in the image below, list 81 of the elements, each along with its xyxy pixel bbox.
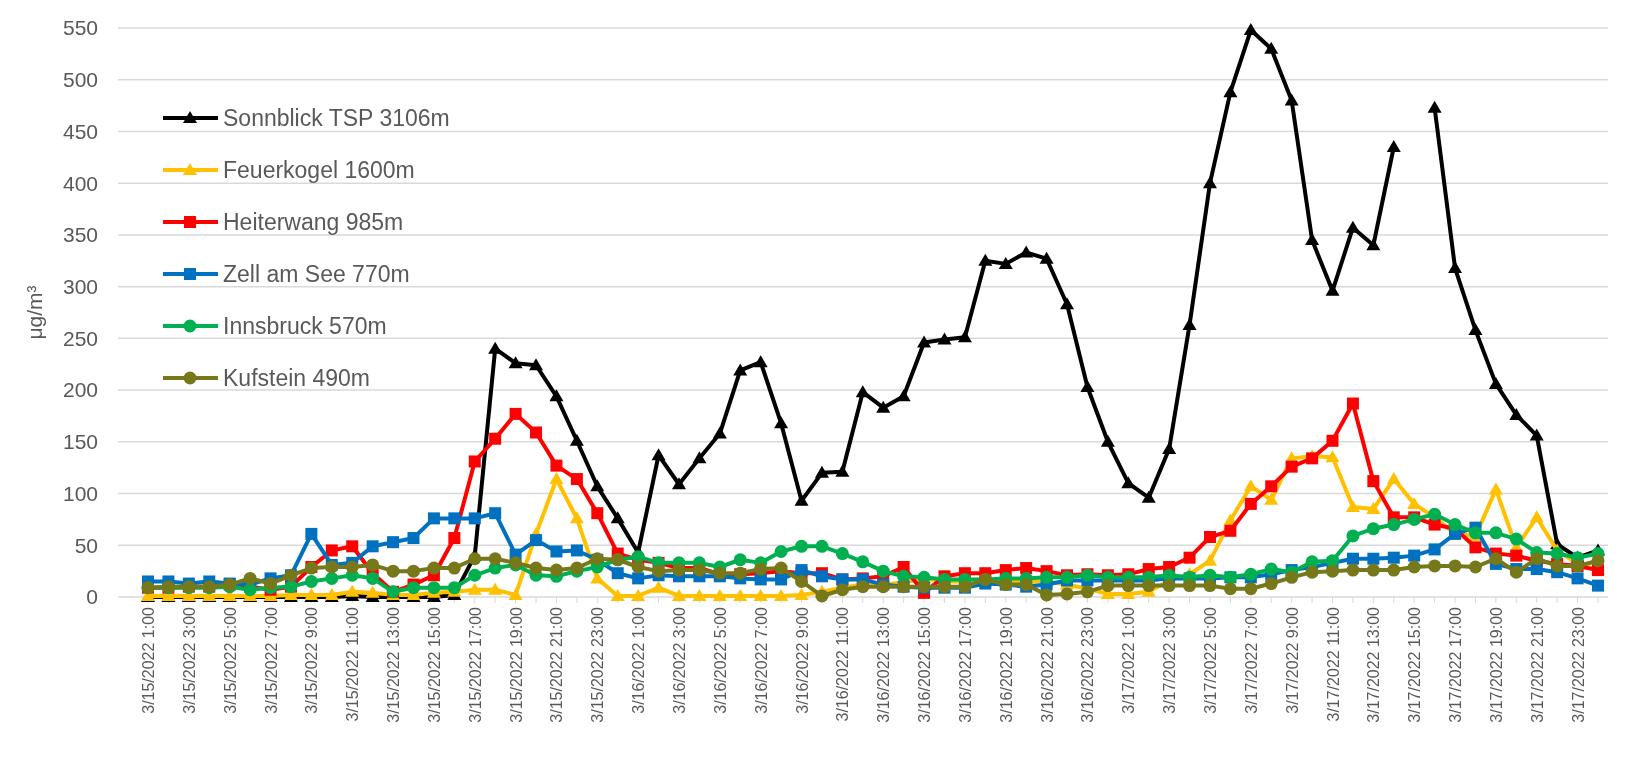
x-tick-label: 3/16/2022 13:00 <box>875 606 893 723</box>
point <box>794 587 809 600</box>
point <box>753 588 768 601</box>
x-tick-label: 3/15/2022 17:00 <box>466 606 484 723</box>
x-tick-label: 3/15/2022 13:00 <box>385 606 403 723</box>
x-tick-label: 3/16/2022 1:00 <box>630 606 648 714</box>
x-tick-label: 3/17/2022 19:00 <box>1487 606 1505 723</box>
x-tick-label: 3/15/2022 3:00 <box>180 606 198 714</box>
x-tick-label: 3/16/2022 21:00 <box>1038 606 1056 723</box>
point <box>1488 482 1503 495</box>
y-tick-label: 550 <box>62 16 98 40</box>
x-tick-label: 3/17/2022 9:00 <box>1283 606 1301 714</box>
x-tick-label: 3/15/2022 5:00 <box>221 606 239 714</box>
point <box>774 588 789 601</box>
point <box>549 472 564 485</box>
legend-label: Heiterwang 985m <box>223 209 404 236</box>
x-tick-label: 3/17/2022 17:00 <box>1447 606 1465 723</box>
point <box>569 511 584 524</box>
x-tick-label: 3/16/2022 15:00 <box>916 606 934 723</box>
x-tick-label: 3/17/2022 13:00 <box>1365 606 1383 723</box>
x-tick-label: 3/17/2022 11:00 <box>1324 606 1342 722</box>
x-tick-label: 3/15/2022 1:00 <box>140 606 157 714</box>
x-tick-label: 3/17/2022 23:00 <box>1569 606 1587 723</box>
y-tick-label: 350 <box>62 223 98 247</box>
x-tick-label: 3/17/2022 1:00 <box>1120 606 1138 714</box>
y-tick-label: 0 <box>86 585 98 609</box>
x-tick-label: 3/17/2022 5:00 <box>1201 606 1219 714</box>
y-tick-label: 500 <box>62 68 98 92</box>
point <box>1386 472 1401 485</box>
point <box>733 588 748 601</box>
x-tick-label: 3/15/2022 19:00 <box>507 606 525 723</box>
x-tick-label: 3/15/2022 11:00 <box>344 606 362 722</box>
legend-label: Sonnblick TSP 3106m <box>223 105 450 132</box>
legend-label: Zell am See 770m <box>223 261 410 288</box>
x-tick-label: 3/15/2022 15:00 <box>425 606 443 723</box>
x-tick-label: 3/16/2022 11:00 <box>834 606 852 722</box>
x-tick-label: 3/15/2022 9:00 <box>303 606 321 714</box>
x-tick-label: 3/16/2022 17:00 <box>956 606 974 723</box>
y-tick-label: 50 <box>74 533 98 557</box>
x-tick-label: 3/16/2022 19:00 <box>997 606 1015 723</box>
x-tick-label: 3/17/2022 3:00 <box>1161 606 1179 714</box>
y-tick-label: 300 <box>62 274 98 298</box>
x-tick-label: 3/15/2022 7:00 <box>262 606 280 714</box>
point <box>1243 479 1258 492</box>
point <box>345 584 360 597</box>
y-tick-label: 250 <box>62 326 98 350</box>
point <box>590 571 605 584</box>
legend-label: Innsbruck 570m <box>223 313 387 340</box>
x-tick-label: 3/16/2022 9:00 <box>793 606 811 714</box>
y-axis-title: μg/m³ <box>23 285 46 340</box>
legend-label: Feuerkogel 1600m <box>223 157 415 184</box>
y-tick-label: 100 <box>62 481 98 505</box>
point <box>651 580 666 593</box>
point <box>692 588 707 601</box>
legend-label: Kufstein 490m <box>223 365 371 392</box>
point <box>1345 499 1360 512</box>
point <box>1264 492 1279 505</box>
point <box>365 585 380 598</box>
x-tick-label: 3/17/2022 7:00 <box>1242 606 1260 714</box>
point <box>467 582 482 595</box>
point <box>508 587 523 600</box>
point <box>1325 450 1340 463</box>
x-tick-label: 3/16/2022 7:00 <box>752 606 770 714</box>
x-tick-label: 3/16/2022 5:00 <box>711 606 729 714</box>
y-tick-label: 150 <box>62 430 98 454</box>
point <box>1366 502 1381 515</box>
x-tick-label: 3/17/2022 15:00 <box>1406 606 1424 723</box>
x-tick-label: 3/16/2022 3:00 <box>670 606 688 714</box>
x-tick-label: 3/16/2022 23:00 <box>1079 606 1097 723</box>
y-tick-label: 450 <box>62 119 98 143</box>
x-tick-label: 3/15/2022 21:00 <box>548 606 566 723</box>
point <box>671 588 686 601</box>
point <box>610 588 625 601</box>
point <box>1529 510 1544 523</box>
point <box>631 588 646 601</box>
x-tick-label: 3/17/2022 21:00 <box>1528 606 1546 723</box>
y-tick-label: 400 <box>62 171 98 195</box>
point <box>488 582 503 595</box>
point <box>712 588 727 601</box>
x-tick-label: 3/15/2022 23:00 <box>589 606 607 723</box>
y-tick-label: 200 <box>62 378 98 402</box>
